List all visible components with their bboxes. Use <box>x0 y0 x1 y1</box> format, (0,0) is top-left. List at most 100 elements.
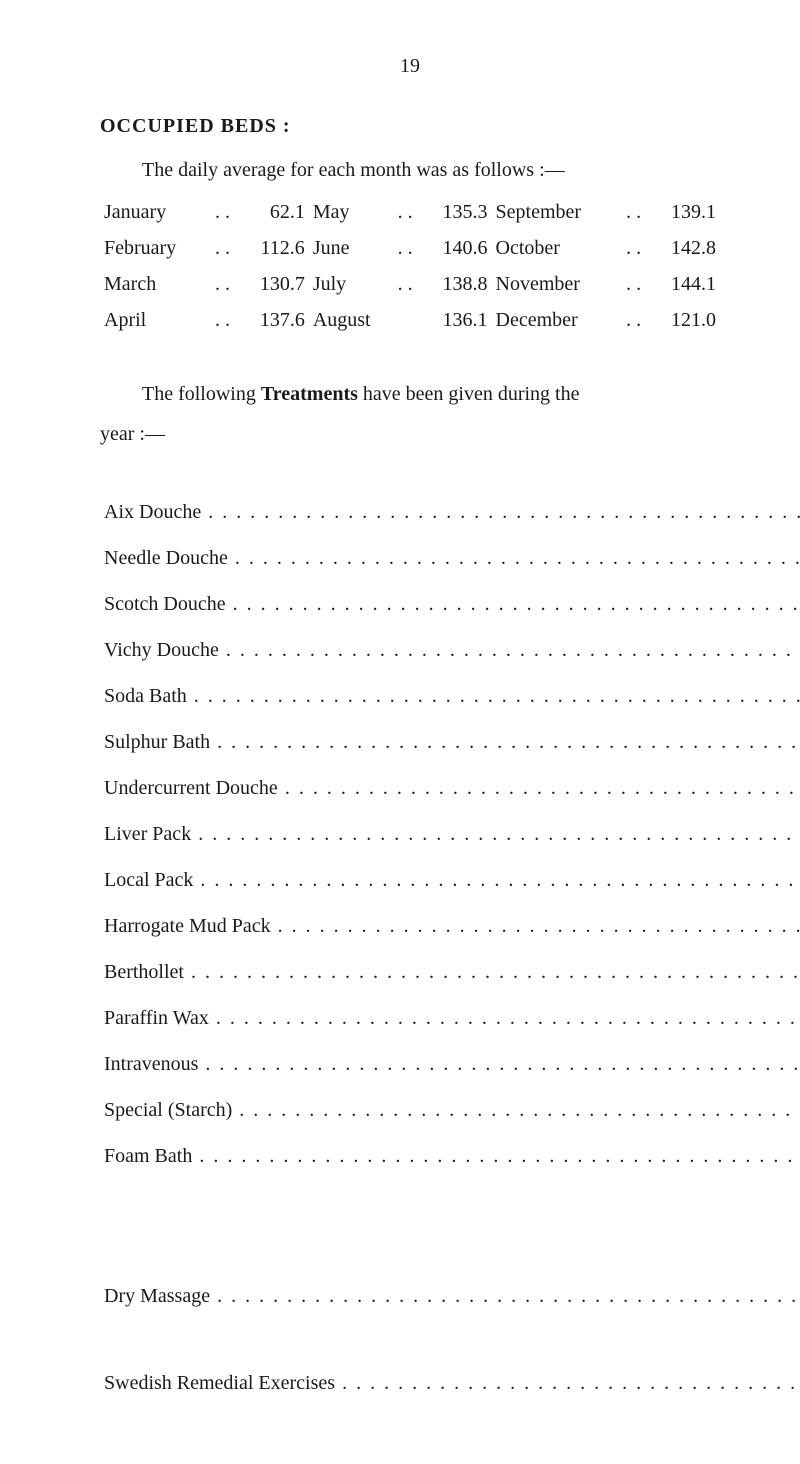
treatment-label: Undercurrent Douche <box>100 770 800 816</box>
treatment-row: Needle Douche2,0891,9073,996 <box>100 540 800 586</box>
dots: . . <box>211 194 237 230</box>
dots: . . <box>211 302 237 338</box>
leader: Harrogate Mud Pack <box>104 910 800 942</box>
treatment-label: Scotch Douche <box>100 586 800 632</box>
dots: . . <box>622 230 648 266</box>
treatment-row: Undercurrent Douche2,5151,4964,011 <box>100 770 800 816</box>
treatment-label: Foam Bath <box>100 1138 800 1184</box>
month-value: 137.6 <box>237 302 309 338</box>
treatment-row: Harrogate Mud Pack1,2131,8663,079 <box>100 908 800 954</box>
dots: . . <box>211 230 237 266</box>
section-title: OCCUPIED BEDS : <box>100 110 720 142</box>
month-name: January <box>100 194 211 230</box>
treatment-row: Berthollet1,2632,7454,008 <box>100 954 800 1000</box>
month-row: March. .130.7July. .138.8November. .144.… <box>100 266 720 302</box>
month-value: 135.3 <box>420 194 492 230</box>
leader: Foam Bath <box>104 1140 800 1172</box>
dots: . . <box>622 302 648 338</box>
treatment-label <box>100 1197 800 1233</box>
dots <box>394 302 420 338</box>
leader: Undercurrent Douche <box>104 772 800 804</box>
treatment-row: Sulphur Bath5,1684,2049,372 <box>100 724 800 770</box>
treatments-intro-line2: year :— <box>100 418 720 450</box>
treatment-label: Aix Douche <box>100 494 800 540</box>
dots: . . <box>622 266 648 302</box>
leader: Dry Massage <box>104 1280 800 1312</box>
treatment-row: Paraffin Wax1,5882,5524,140 <box>100 1000 800 1046</box>
month-name: July <box>309 266 394 302</box>
treatment-label: Swedish Remedial Exercises <box>100 1337 800 1411</box>
month-value: 138.8 <box>420 266 492 302</box>
month-row: February. .112.6June. .140.6October. .14… <box>100 230 720 266</box>
blank-header <box>100 458 800 494</box>
rule-row <box>100 1184 800 1197</box>
month-row: January. .62.1May. .135.3September. .139… <box>100 194 720 230</box>
rule-row <box>100 1233 800 1246</box>
page: 19 OCCUPIED BEDS : The daily average for… <box>0 0 800 1464</box>
treat-word-treatments: Treatments <box>261 383 358 405</box>
treatment-row: Soda Bath10886194 <box>100 678 800 724</box>
treatments-table: Men. Women. Total. Aix Douche71926Needle… <box>100 458 800 1424</box>
treatment-label: Liver Pack <box>100 816 800 862</box>
treatment-label: Needle Douche <box>100 540 800 586</box>
leader: Scotch Douche <box>104 588 800 620</box>
treatment-row: Liver Pack34104138 <box>100 816 800 862</box>
month-value: 136.1 <box>420 302 492 338</box>
treatment-label: Paraffin Wax <box>100 1000 800 1046</box>
leader: Intravenous <box>104 1048 800 1080</box>
rule-row <box>100 1411 800 1424</box>
leader: Special (Starch) <box>104 1094 800 1126</box>
month-name: October <box>492 230 623 266</box>
treatment-label: Local Pack <box>100 862 800 908</box>
month-name: May <box>309 194 394 230</box>
swedish-row: Swedish Remedial Exercises3506981,048 <box>100 1337 800 1411</box>
dry-massage-row: Dry Massage7,3528,63115,983 <box>100 1246 800 1324</box>
month-value: 121.0 <box>648 302 720 338</box>
leader: Liver Pack <box>104 818 800 850</box>
treatment-row: Foam Bath115176291 <box>100 1138 800 1184</box>
leader: Swedish Remedial Exercises <box>104 1367 800 1399</box>
month-name: December <box>492 302 623 338</box>
treatment-row: Special (Starch)33—33 <box>100 1092 800 1138</box>
dots: . . <box>622 194 648 230</box>
leader: Local Pack <box>104 864 800 896</box>
month-value: 144.1 <box>648 266 720 302</box>
month-row: April. .137.6August136.1December. .121.0 <box>100 302 720 338</box>
treatment-row: Local Pack—2424 <box>100 862 800 908</box>
rule-row <box>100 1324 800 1337</box>
treatment-row: Intravenous—2121 <box>100 1046 800 1092</box>
dots: . . <box>394 194 420 230</box>
treatment-label: Sulphur Bath <box>100 724 800 770</box>
treatment-label: Vichy Douche <box>100 632 800 678</box>
leader: Aix Douche <box>104 496 800 528</box>
leader: Soda Bath <box>104 680 800 712</box>
month-average-table: January. .62.1May. .135.3September. .139… <box>100 194 720 338</box>
month-name: March <box>100 266 211 302</box>
leader: Needle Douche <box>104 542 800 574</box>
dots: . . <box>394 230 420 266</box>
month-value: 142.8 <box>648 230 720 266</box>
totals-row: 16,19917,03133,230 <box>100 1197 800 1233</box>
dots: . . <box>211 266 237 302</box>
treatments-intro: The following Treatments have been given… <box>100 378 720 410</box>
month-value: 62.1 <box>237 194 309 230</box>
month-name: April <box>100 302 211 338</box>
intro-sentence: The daily average for each month was as … <box>100 154 720 186</box>
treatment-label: Harrogate Mud Pack <box>100 908 800 954</box>
month-name: August <box>309 302 394 338</box>
month-name: June <box>309 230 394 266</box>
leader: Paraffin Wax <box>104 1002 800 1034</box>
month-name: November <box>492 266 623 302</box>
treatment-label: Berthollet <box>100 954 800 1000</box>
month-value: 139.1 <box>648 194 720 230</box>
leader: Vichy Douche <box>104 634 800 666</box>
treatment-label: Soda Bath <box>100 678 800 724</box>
treatments-header-row: Men. Women. Total. <box>100 458 800 494</box>
month-value: 130.7 <box>237 266 309 302</box>
month-name: September <box>492 194 623 230</box>
treatment-label: Special (Starch) <box>100 1092 800 1138</box>
treat-intro-prefix: The following <box>142 383 261 405</box>
month-value: 140.6 <box>420 230 492 266</box>
leader: Sulphur Bath <box>104 726 800 758</box>
treatment-row: Vichy Douche1,9921,7983,790 <box>100 632 800 678</box>
